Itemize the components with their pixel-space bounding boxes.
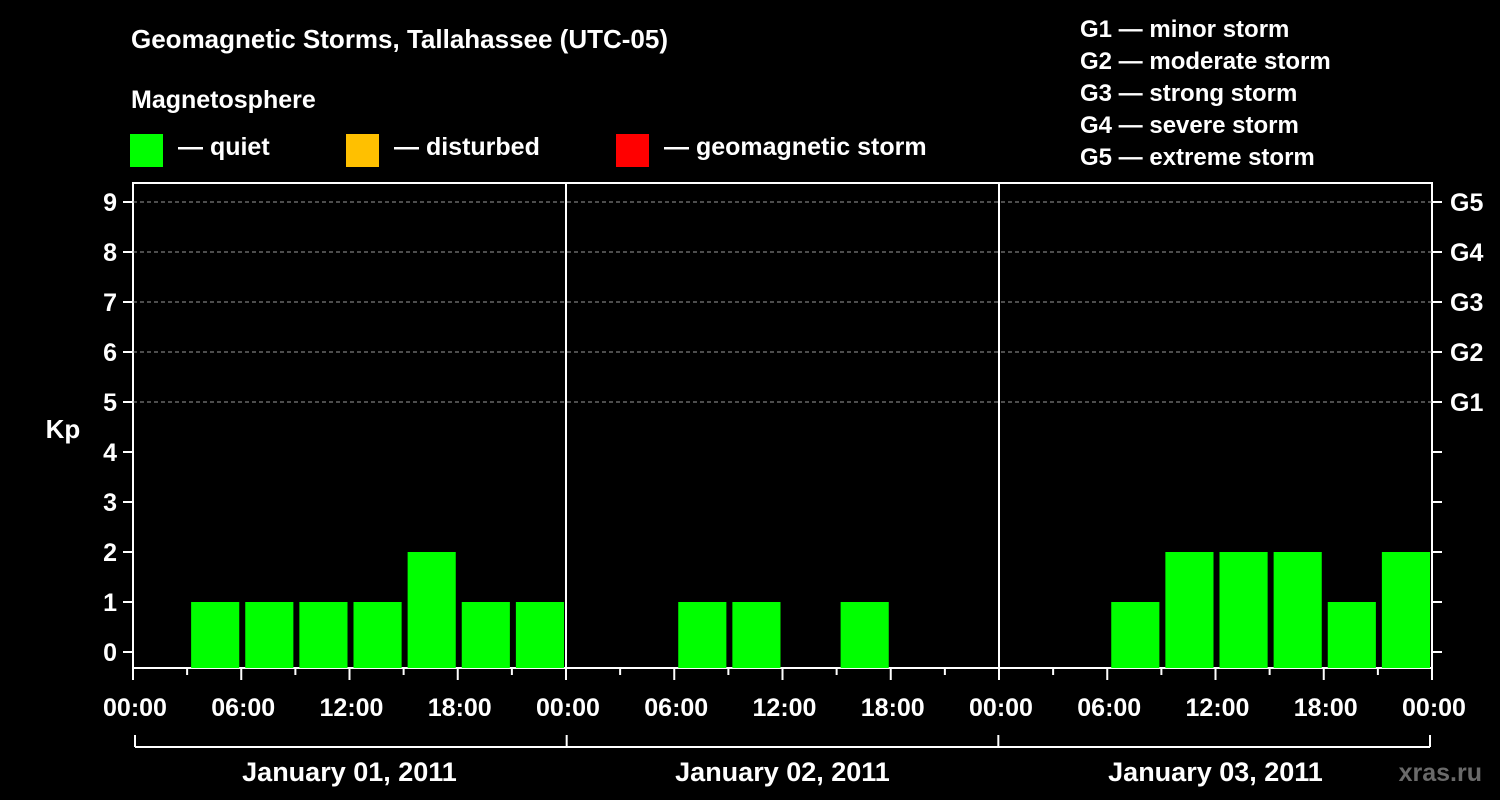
y-tick-label: 6 [103,339,117,367]
storm-level-g3: G3 — strong storm [1080,80,1298,107]
y-tick-label: 0 [103,639,117,667]
y-tick-label: 4 [103,439,117,467]
kp-bar [1381,552,1430,668]
kp-bar [407,552,456,668]
day-label: January 02, 2011 [675,757,890,787]
kp-bar [245,602,294,668]
kp-bar [1111,602,1160,668]
x-tick-label: 00:00 [103,694,167,722]
y-tick-label: 1 [103,589,117,617]
g-scale-label: G4 [1450,239,1483,267]
g-scale-label: G5 [1450,189,1483,217]
storm-level-g4: G4 — severe storm [1080,112,1299,139]
kp-bar [732,602,781,668]
x-tick-label: 00:00 [536,694,600,722]
x-tick-label: 06:00 [211,694,275,722]
y-tick-label: 5 [103,389,117,417]
kp-bar [678,602,727,668]
storm-level-g1: G1 — minor storm [1080,16,1290,43]
x-tick-label: 12:00 [320,694,384,722]
g-scale-label: G2 [1450,339,1483,367]
kp-bar [191,602,240,668]
day-label: January 01, 2011 [242,757,457,787]
x-tick-label: 18:00 [861,694,925,722]
kp-bar [515,602,564,668]
x-tick-label: 12:00 [753,694,817,722]
y-tick-label: 3 [103,489,117,517]
kp-bar [840,602,889,668]
legend-label-disturbed: — disturbed [394,133,540,161]
y-tick-label: 2 [103,539,117,567]
watermark: xras.ru [1399,759,1482,787]
x-tick-label: 18:00 [1294,694,1358,722]
y-tick-label: 8 [103,239,117,267]
x-tick-label: 00:00 [969,694,1033,722]
kp-bar [299,602,348,668]
legend-swatch-storm [616,134,649,167]
kp-bar [461,602,510,668]
chart-title: Geomagnetic Storms, Tallahassee (UTC-05) [131,24,669,54]
g-scale-label: G1 [1450,389,1483,417]
storm-level-g5: G5 — extreme storm [1080,144,1315,171]
kp-bar [1165,552,1214,668]
y-tick-label: 7 [103,289,117,317]
legend-label-storm: — geomagnetic storm [664,133,927,161]
kp-bar [1219,552,1268,668]
g-scale-label: G3 [1450,289,1483,317]
day-label: January 03, 2011 [1108,757,1323,787]
x-tick-label: 06:00 [1077,694,1141,722]
kp-bar [1273,552,1322,668]
storm-level-g2: G2 — moderate storm [1080,48,1331,75]
legend-swatch-disturbed [346,134,379,167]
legend-label-quiet: — quiet [178,133,270,161]
kp-bar [1327,602,1376,668]
x-tick-label: 12:00 [1186,694,1250,722]
x-tick-label: 06:00 [644,694,708,722]
x-tick-label: 18:00 [428,694,492,722]
y-tick-label: 9 [103,189,117,217]
kp-bar [353,602,402,668]
legend-swatch-quiet [130,134,163,167]
y-axis-label: Kp [46,414,81,444]
x-tick-label: 00:00 [1402,694,1466,722]
legend-heading: Magnetosphere [131,86,316,114]
